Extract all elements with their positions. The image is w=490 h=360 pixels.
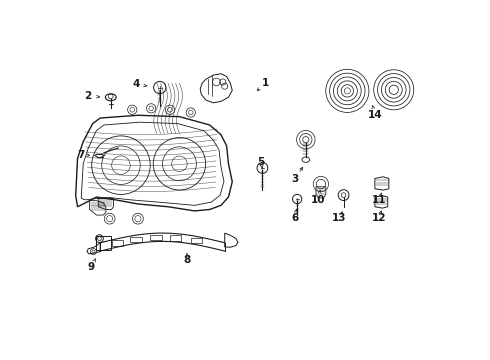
Text: 6: 6 <box>291 213 298 224</box>
Text: 14: 14 <box>368 110 382 120</box>
Text: 12: 12 <box>371 213 386 224</box>
Text: 1: 1 <box>262 77 269 87</box>
Text: 3: 3 <box>291 174 298 184</box>
Text: 5: 5 <box>258 157 265 167</box>
Bar <box>130 237 142 242</box>
Text: 2: 2 <box>84 91 92 101</box>
Bar <box>170 235 181 240</box>
Text: 4: 4 <box>132 79 140 89</box>
Text: 8: 8 <box>183 255 191 265</box>
Bar <box>191 238 202 243</box>
Bar <box>96 236 111 250</box>
Bar <box>150 235 162 240</box>
Text: 9: 9 <box>87 262 95 272</box>
Text: 10: 10 <box>311 195 325 205</box>
Text: 13: 13 <box>332 213 346 224</box>
Text: 7: 7 <box>77 150 84 160</box>
Bar <box>112 240 123 246</box>
Text: 11: 11 <box>372 195 387 205</box>
